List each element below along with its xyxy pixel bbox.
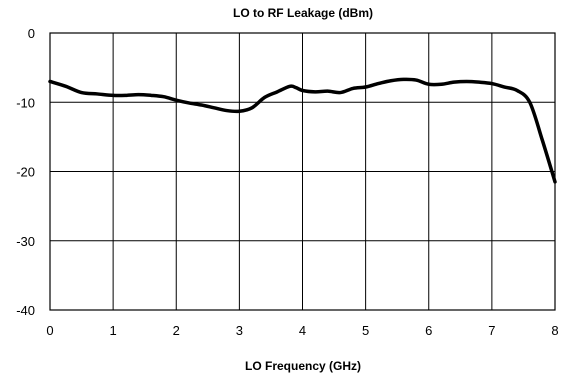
x-tick-label: 3	[236, 323, 243, 338]
x-tick-label: 0	[46, 323, 53, 338]
x-tick-label: 4	[299, 323, 306, 338]
x-axis-label: LO Frequency (GHz)	[245, 359, 361, 373]
plot-area-frame	[49, 32, 556, 311]
x-tick-label: 2	[173, 323, 180, 338]
y-tick-label: -30	[16, 234, 35, 249]
series-line	[48, 77, 557, 184]
y-tick-label: 0	[28, 26, 35, 41]
grid-lines	[49, 32, 556, 311]
y-tick-label: -10	[16, 95, 35, 110]
x-tick-label: 1	[110, 323, 117, 338]
x-tick-label: 6	[425, 323, 432, 338]
y-tick-label: -20	[16, 165, 35, 180]
x-tick-label: 8	[551, 323, 558, 338]
x-tick-label: 7	[488, 323, 495, 338]
y-tick-label: -40	[16, 303, 35, 318]
x-tick-label: 5	[362, 323, 369, 338]
chart-title: LO to RF Leakage (dBm)	[233, 6, 373, 20]
tick-labels: 0 1 2 3 4 5 6 7 8 0 -10 -20 -30 -40	[16, 26, 558, 338]
